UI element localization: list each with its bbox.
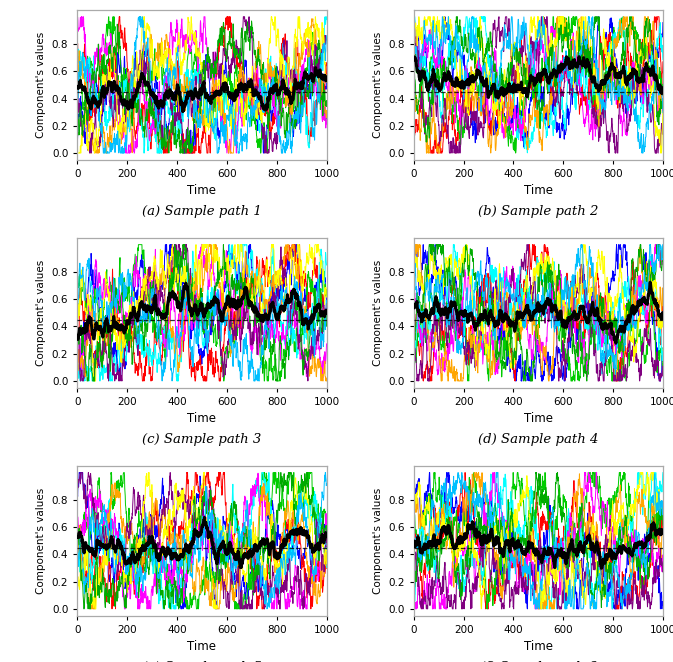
Text: (e) Sample path 5: (e) Sample path 5: [142, 661, 262, 662]
X-axis label: Time: Time: [188, 185, 217, 197]
Y-axis label: Component's values: Component's values: [36, 260, 46, 366]
Y-axis label: Component's values: Component's values: [373, 488, 383, 594]
Y-axis label: Component's values: Component's values: [36, 32, 46, 138]
Text: (b) Sample path 2: (b) Sample path 2: [478, 205, 598, 218]
X-axis label: Time: Time: [524, 185, 553, 197]
Text: (f) Sample path 6: (f) Sample path 6: [480, 661, 597, 662]
Text: (c) Sample path 3: (c) Sample path 3: [143, 433, 262, 446]
X-axis label: Time: Time: [524, 412, 553, 426]
Y-axis label: Component's values: Component's values: [36, 488, 46, 594]
X-axis label: Time: Time: [524, 640, 553, 653]
Y-axis label: Component's values: Component's values: [373, 260, 383, 366]
Text: (d) Sample path 4: (d) Sample path 4: [478, 433, 598, 446]
X-axis label: Time: Time: [188, 412, 217, 426]
Y-axis label: Component's values: Component's values: [373, 32, 383, 138]
Text: (a) Sample path 1: (a) Sample path 1: [142, 205, 262, 218]
X-axis label: Time: Time: [188, 640, 217, 653]
